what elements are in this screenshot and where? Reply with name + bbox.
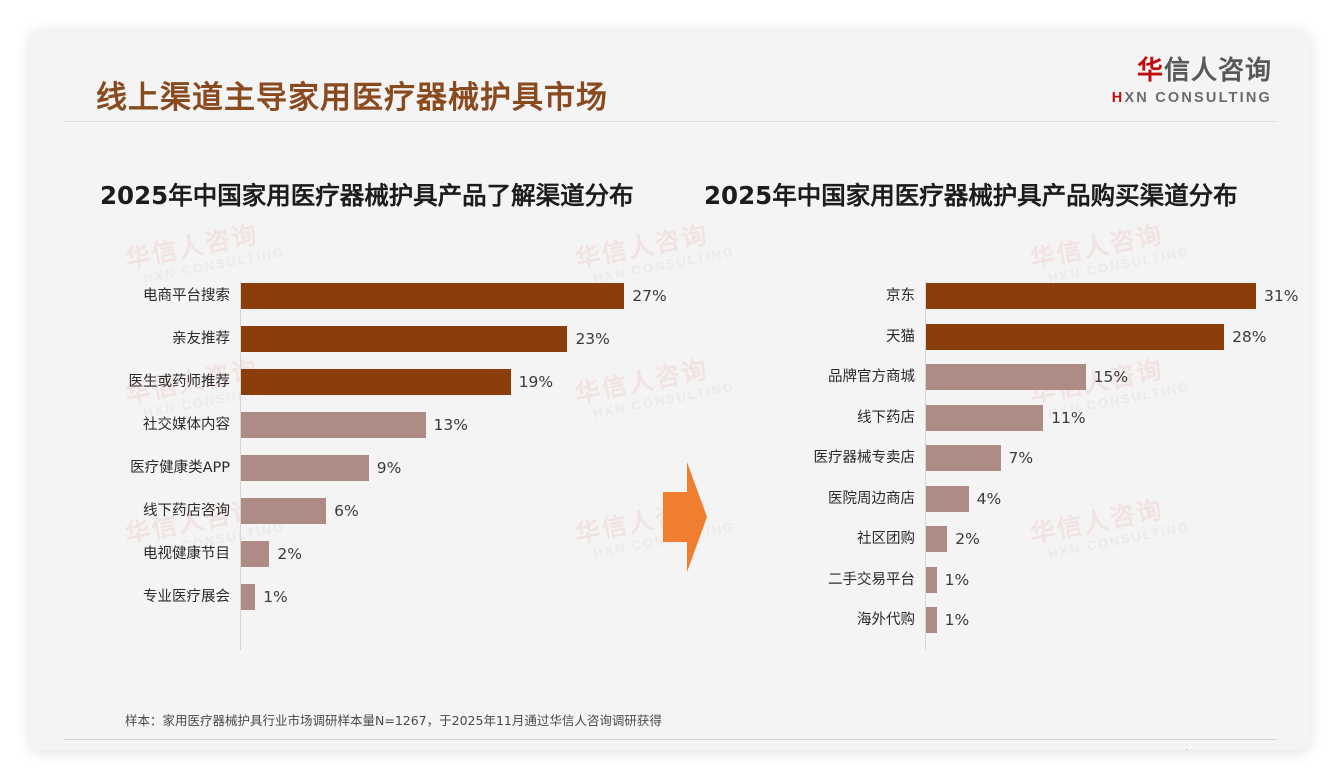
bar — [926, 283, 1256, 309]
logo-en-rest: XN CONSULTING — [1124, 90, 1272, 106]
bar-value-label: 15% — [1093, 368, 1129, 386]
charts-area: 2025年中国家用医疗器械护具产品了解渠道分布 电商平台搜索 27% 亲友推荐 23%… — [30, 122, 1310, 682]
bar — [926, 445, 1001, 471]
footer-divider — [63, 739, 1277, 740]
bar-value-label: 28% — [1232, 327, 1267, 346]
chart-row: 医生或药师推荐 19% — [68, 368, 668, 396]
slide-card: 华信人咨询 HXN CONSULTING 华信人咨询 HXN CONSULTIN… — [30, 30, 1310, 750]
chart-row: 社交媒体内容 13% — [68, 411, 668, 439]
bar-category-label: 医生或药师推荐 — [128, 374, 231, 390]
bar — [241, 584, 256, 610]
bar — [926, 323, 1225, 350]
bar — [926, 404, 1044, 431]
bar-category-label: 二手交易平台 — [828, 571, 915, 588]
bar-category-label: 电商平台搜索 — [143, 288, 230, 304]
bar — [241, 455, 369, 481]
bar-value-label: 6% — [334, 502, 359, 520]
bar — [241, 498, 327, 524]
company-logo: 华信人咨询 HXN CONSULTING — [1112, 58, 1272, 106]
chart-row: 海外代购 1% — [690, 606, 1290, 634]
bar-category-label: 亲友推荐 — [172, 331, 230, 347]
chart-title-purchase: 2025年中国家用医疗器械护具产品购买渠道分布 — [704, 181, 1238, 210]
slide-header: 线上渠道主导家用医疗器械护具市场 华信人咨询 HXN CONSULTING — [30, 30, 1310, 122]
bar — [241, 369, 511, 395]
bar-value-label: 4% — [976, 489, 1002, 508]
bar-category-label: 海外代购 — [857, 612, 915, 628]
sample-note: 样本：家用医疗器械护具行业市场调研样本量N=1267，于2025年11月通过华信… — [125, 713, 662, 728]
bar — [926, 526, 948, 552]
chart-row: 电视健康节目 2% — [68, 540, 668, 568]
chart-row: 二手交易平台 1% — [690, 566, 1290, 594]
bar — [926, 607, 937, 633]
chart-row: 社区团购 2% — [690, 525, 1290, 553]
bar-category-label: 品牌官方商城 — [828, 369, 915, 385]
header-divider — [63, 121, 1277, 122]
logo-en-highlight: H — [1111, 90, 1125, 106]
bar-value-label: 11% — [1051, 408, 1086, 427]
chart-row: 线下药店 11% — [690, 404, 1290, 432]
bar-value-label: 23% — [575, 330, 610, 348]
chart-row: 专业医疗展会 1% — [68, 583, 668, 611]
bar — [926, 364, 1086, 390]
bar — [241, 283, 625, 309]
chart-row: 医院周边商店 4% — [690, 485, 1290, 513]
bar-category-label: 医疗健康类APP — [130, 460, 230, 476]
bar-value-label: 2% — [955, 530, 980, 548]
bar-category-label: 社交媒体内容 — [143, 417, 230, 433]
bar-category-label: 线下药店咨询 — [143, 503, 230, 519]
copyright-text: ©2026.1 HXR华信人咨询 — [68, 748, 217, 750]
bar-value-label: 1% — [263, 588, 288, 606]
chart-axis-line — [240, 282, 241, 650]
chart-row: 亲友推荐 23% — [68, 325, 668, 353]
bar-value-label: 1% — [944, 611, 970, 629]
logo-cn-rest: 信人咨询 — [1163, 56, 1272, 86]
bar-category-label: 医院周边商店 — [828, 490, 915, 507]
bar — [241, 412, 426, 438]
flow-arrow-right-icon — [663, 462, 707, 572]
bar — [241, 326, 568, 352]
bar-value-label: 1% — [944, 570, 970, 589]
chart-row: 电商平台搜索 27% — [68, 282, 668, 310]
chart-row: 医疗器械专卖店 7% — [690, 444, 1290, 472]
chart-row: 医疗健康类APP 9% — [68, 454, 668, 482]
chart-row: 天猫 28% — [690, 323, 1290, 351]
bar-category-label: 京东 — [886, 288, 915, 304]
bar-category-label: 社区团购 — [857, 531, 915, 547]
bar — [241, 541, 270, 567]
bar-value-label: 31% — [1264, 287, 1299, 305]
chart-row: 品牌官方商城 15% — [690, 363, 1290, 391]
website-link[interactable]: www.hxrcon.com — [1156, 748, 1250, 750]
bar-category-label: 电视健康节目 — [143, 546, 230, 562]
chart-title-awareness: 2025年中国家用医疗器械护具产品了解渠道分布 — [100, 181, 634, 210]
bar-category-label: 线下药店 — [857, 409, 915, 426]
chart-row: 京东 31% — [690, 282, 1298, 310]
bar-value-label: 2% — [277, 545, 302, 563]
bar — [926, 485, 969, 512]
chart-axis-line — [925, 282, 926, 650]
bar-value-label: 9% — [376, 459, 402, 477]
bar-category-label: 专业医疗展会 — [143, 589, 230, 605]
bar — [926, 566, 937, 593]
logo-cn-highlight: 华 — [1136, 56, 1164, 86]
bar-category-label: 医疗器械专卖店 — [813, 450, 916, 466]
logo-english-text: HXN CONSULTING — [1112, 91, 1272, 106]
bar-value-label: 13% — [433, 416, 468, 434]
logo-chinese-text: 华信人咨询 — [1112, 58, 1272, 84]
bar-category-label: 天猫 — [886, 328, 915, 345]
bar-value-label: 27% — [632, 287, 667, 305]
bar-value-label: 7% — [1008, 449, 1034, 467]
bar-value-label: 19% — [518, 373, 554, 391]
page-title: 线上渠道主导家用医疗器械护具市场 — [96, 80, 608, 116]
chart-row: 线下药店咨询 6% — [68, 497, 668, 525]
